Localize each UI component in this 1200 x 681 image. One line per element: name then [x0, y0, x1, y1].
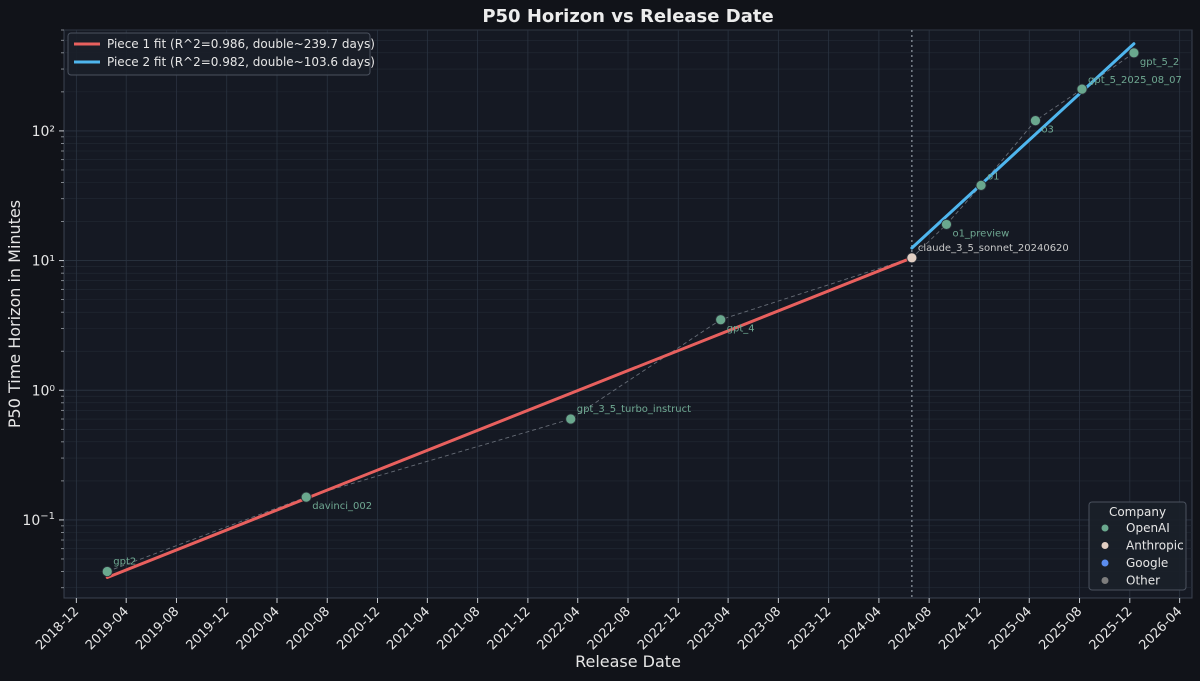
- x-tick-label: 2024-04: [836, 604, 885, 653]
- x-tick-label: 2026-04: [1136, 604, 1185, 653]
- point-label-o3: o3: [1041, 125, 1053, 136]
- data-point-o1: [975, 179, 987, 191]
- data-point-claude_3_5_sonnet_20240620: [906, 252, 918, 264]
- x-tick-label: 2021-12: [485, 604, 534, 653]
- point-label-o1: o1: [987, 171, 999, 182]
- company-legend-title: Company: [1109, 505, 1166, 519]
- x-axis-label: Release Date: [575, 652, 681, 671]
- point-label-o1_preview: o1_preview: [952, 228, 1009, 239]
- x-tick-label: 2018-12: [33, 604, 82, 653]
- company-legend-marker: [1101, 542, 1109, 549]
- x-tick-label: 2020-04: [234, 604, 283, 653]
- company-legend-marker: [1101, 559, 1109, 567]
- company-legend-label: Other: [1126, 574, 1160, 588]
- data-point-o1_preview: [941, 219, 952, 230]
- x-tick-label: 2019-12: [184, 604, 233, 653]
- company-legend: Company OpenAI Anthropic Google Other: [1088, 501, 1187, 591]
- data-point-o3: [1030, 115, 1041, 127]
- fit-line-piece-1: [105, 256, 914, 579]
- company-legend-label: Anthropic: [1126, 539, 1184, 553]
- data-point-gpt_5_2: [1128, 47, 1140, 59]
- point-label-claude_3_5_sonnet_20240620: claude_3_5_sonnet_20240620: [918, 243, 1069, 254]
- x-tick-label: 2023-04: [685, 604, 734, 653]
- company-legend-box: [1088, 501, 1187, 591]
- y-tick-label: 10⁰: [32, 383, 56, 399]
- x-tick-label: 2023-12: [785, 604, 834, 653]
- x-tick-label: 2022-08: [585, 604, 634, 653]
- x-tick-label: 2024-08: [886, 604, 935, 653]
- x-tick-label: 2025-12: [1087, 604, 1136, 653]
- point-label-gpt_5_2: gpt_5_2: [1140, 57, 1179, 68]
- data-point-gpt2: [101, 566, 113, 577]
- connector-polyline: [107, 52, 1135, 572]
- company-legend-marker: [1101, 577, 1109, 584]
- x-tick-label: 2021-08: [434, 604, 483, 653]
- point-label-gpt_3_5_turbo_instruct: gpt_3_5_turbo_instruct: [577, 404, 691, 415]
- fit-legend-box: [67, 32, 371, 76]
- fit-lines: [105, 42, 1136, 579]
- fit-line-piece-2: [910, 42, 1136, 250]
- chart-title: P50 Horizon vs Release Date: [482, 6, 773, 27]
- x-tick-label: 2025-08: [1036, 604, 1085, 653]
- x-tick-label: 2021-04: [384, 604, 433, 653]
- company-legend-marker: [1101, 524, 1109, 532]
- company-legend-label: Google: [1126, 556, 1168, 570]
- point-label-gpt2: gpt2: [113, 557, 136, 568]
- y-axis: 10−1 10⁰ 10¹ 10²: [22, 124, 64, 529]
- major-gridlines: [64, 30, 1192, 598]
- data-point-gpt_5_2025_08_07: [1076, 83, 1088, 95]
- fit-legend-label: Piece 2 fit (R^2=0.982, double~103.6 day…: [107, 55, 375, 69]
- x-tick-label: 2025-04: [986, 604, 1035, 653]
- x-tick-label: 2024-12: [936, 604, 985, 653]
- connector-line: [107, 52, 1135, 572]
- x-tick-label: 2019-08: [133, 604, 182, 653]
- point-label-gpt_4: gpt_4: [727, 324, 755, 335]
- point-label-gpt_5_2025_08_07: gpt_5_2025_08_07: [1088, 75, 1182, 86]
- point-labels: gpt2 davinci_002 gpt_3_5_turbo_instruct gpt…: [113, 57, 1182, 568]
- x-tick-label: 2022-04: [535, 604, 584, 653]
- fit-legend-label: Piece 1 fit (R^2=0.986, double~239.7 day…: [107, 37, 375, 51]
- point-label-davinci_002: davinci_002: [312, 501, 372, 512]
- data-points: [101, 47, 1140, 577]
- x-tick-label: 2023-08: [735, 604, 784, 653]
- x-tick-label: 2020-12: [334, 604, 383, 653]
- x-tick-label: 2020-08: [284, 604, 333, 653]
- x-axis: 2018-12 2019-04 2019-08 2019-12 2020-04 2020-…: [33, 598, 1185, 653]
- y-axis-label: P50 Time Horizon in Minutes: [5, 200, 24, 428]
- data-point-davinci_002: [300, 491, 312, 503]
- x-tick-label: 2022-12: [635, 604, 684, 653]
- company-legend-label: OpenAI: [1126, 521, 1170, 535]
- data-point-gpt_3_5_turbo_instruct: [565, 413, 577, 425]
- y-tick-label: 10¹: [32, 254, 55, 270]
- fit-legend: Piece 1 fit (R^2=0.986, double~239.7 day…: [67, 32, 375, 76]
- y-tick-label: 10²: [32, 124, 55, 140]
- x-tick-label: 2019-04: [83, 604, 132, 653]
- y-tick-label: 10−1: [22, 511, 55, 529]
- data-point-gpt_4: [715, 314, 727, 326]
